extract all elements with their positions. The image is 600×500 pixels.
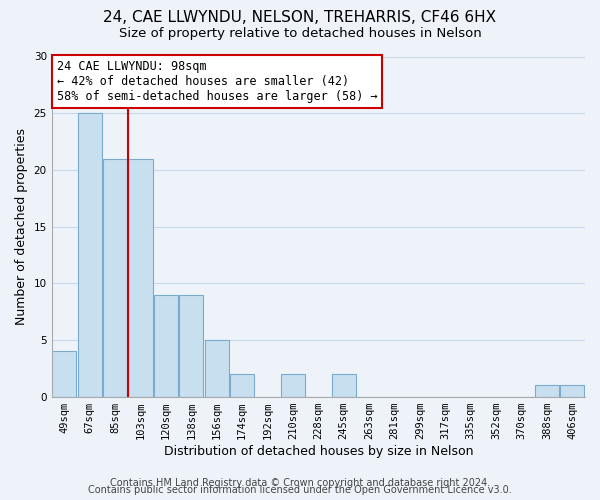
Bar (230, 374, 254, 396)
Bar (128, 158, 152, 396)
Text: 24 CAE LLWYNDU: 98sqm
← 42% of detached houses are smaller (42)
58% of semi-deta: 24 CAE LLWYNDU: 98sqm ← 42% of detached … (57, 60, 377, 103)
Bar (535, 385, 559, 396)
X-axis label: Distribution of detached houses by size in Nelson: Distribution of detached houses by size … (164, 444, 473, 458)
Bar (281, 374, 305, 396)
Bar (154, 294, 178, 396)
Bar (77, 113, 102, 397)
Text: Contains HM Land Registry data © Crown copyright and database right 2024.: Contains HM Land Registry data © Crown c… (110, 478, 490, 488)
Bar (205, 340, 229, 396)
Bar (332, 374, 356, 396)
Text: Contains public sector information licensed under the Open Government Licence v3: Contains public sector information licen… (88, 485, 512, 495)
Y-axis label: Number of detached properties: Number of detached properties (15, 128, 28, 325)
Bar (103, 158, 127, 396)
Bar (179, 294, 203, 396)
Bar (560, 385, 584, 396)
Text: 24, CAE LLWYNDU, NELSON, TREHARRIS, CF46 6HX: 24, CAE LLWYNDU, NELSON, TREHARRIS, CF46… (103, 10, 497, 25)
Bar (52, 351, 76, 397)
Text: Size of property relative to detached houses in Nelson: Size of property relative to detached ho… (119, 28, 481, 40)
